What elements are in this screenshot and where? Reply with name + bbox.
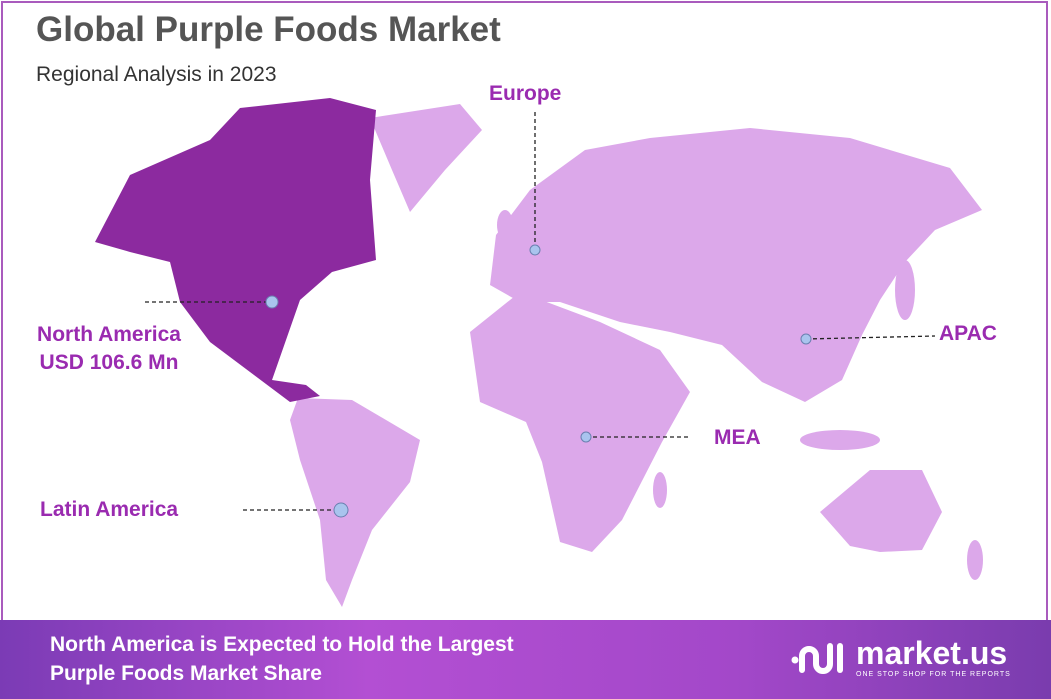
footer-text: North America is Expected to Hold the La… (50, 630, 750, 688)
logo-tagline: ONE STOP SHOP FOR THE REPORTS (856, 671, 1011, 678)
madagascar-shape (653, 472, 667, 508)
mea-marker (580, 431, 592, 443)
south-america-shape (290, 398, 420, 607)
europe-marker (529, 244, 541, 256)
footer-banner: North America is Expected to Hold the La… (0, 620, 1051, 699)
apac-label: APAC (939, 322, 997, 345)
north-america-value: USD 106.6 Mn (39, 351, 179, 374)
latin-america-marker (333, 502, 349, 518)
uk-shape (497, 210, 513, 240)
north-america-name: North America (37, 323, 181, 346)
page-subtitle: Regional Analysis in 2023 (36, 63, 277, 86)
north-america-shape (95, 98, 376, 402)
japan-shape (895, 260, 915, 320)
australia-shape (820, 470, 942, 552)
europe-label: Europe (489, 82, 562, 105)
footer-line-1: North America is Expected to Hold the La… (50, 633, 514, 656)
mea-label: MEA (714, 426, 761, 449)
eurasia-shape (490, 128, 982, 402)
market-us-logo: market.us ONE STOP SHOP FOR THE REPORTS (790, 636, 1011, 680)
greenland-shape (370, 104, 482, 212)
logo-mark-icon (791, 643, 843, 674)
new-zealand-shape (967, 540, 983, 580)
north-america-marker (265, 295, 279, 309)
logo-text: market.us ONE STOP SHOP FOR THE REPORTS (856, 636, 1011, 680)
logo-name: market.us (856, 635, 1008, 671)
latin-america-label: Latin America (40, 498, 179, 521)
footer-line-2: Purple Foods Market Share (50, 662, 322, 685)
apac-marker (800, 333, 812, 345)
africa-shape (470, 292, 690, 552)
apac-leader (805, 335, 936, 340)
north-america-label: North America USD 106.6 Mn (4, 321, 214, 377)
indonesia-shape (800, 430, 880, 450)
page-title: Global Purple Foods Market (36, 10, 501, 49)
